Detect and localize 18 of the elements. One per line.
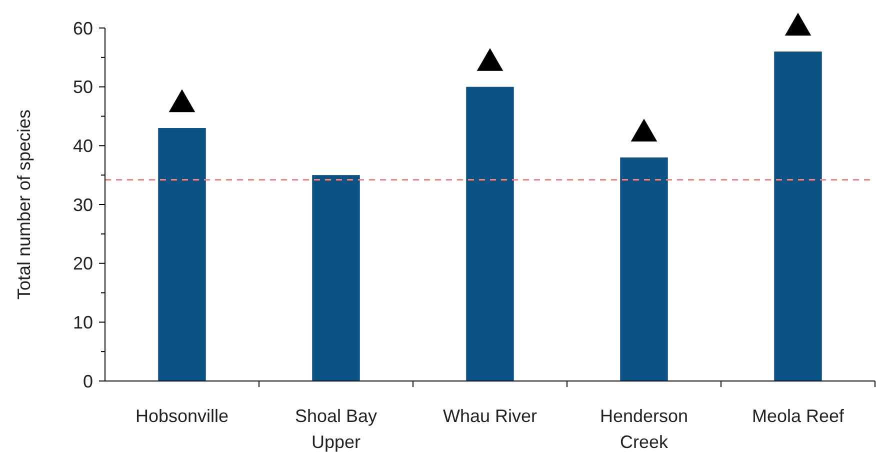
- x-tick-label: Hobsonville: [135, 406, 229, 426]
- y-tick-label: 60: [72, 18, 93, 38]
- x-tick-label: Henderson Creek: [600, 406, 688, 452]
- y-tick-label: 50: [72, 77, 93, 98]
- x-tick-label: Shoal Bay Upper: [294, 406, 378, 452]
- y-tick-label: 0: [82, 371, 93, 392]
- bar: [774, 52, 822, 381]
- bar: [312, 175, 360, 381]
- x-tick-label: Meola Reef: [752, 406, 846, 426]
- bar: [466, 86, 514, 381]
- y-tick-label: 10: [72, 312, 93, 332]
- bar: [620, 157, 668, 381]
- y-tick-label: 20: [72, 254, 93, 274]
- y-axis-title: Total number of species: [14, 109, 34, 300]
- y-tick-label: 40: [72, 136, 93, 156]
- bar: [158, 128, 206, 381]
- y-tick-label: 30: [72, 194, 93, 215]
- x-tick-label: Whau River: [442, 406, 538, 426]
